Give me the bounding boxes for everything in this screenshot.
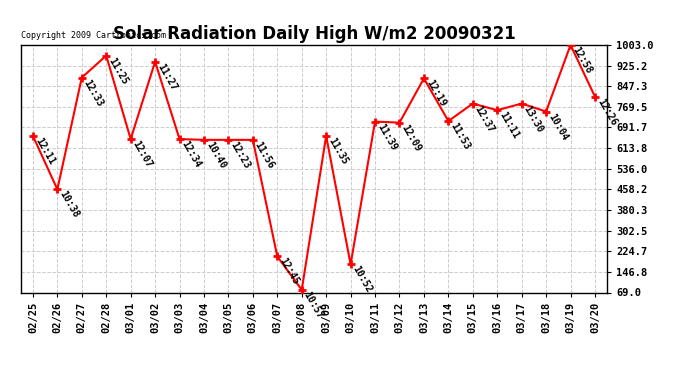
Text: 11:35: 11:35: [326, 136, 350, 166]
Text: 11:27: 11:27: [155, 62, 179, 92]
Text: 10:57: 10:57: [302, 290, 325, 320]
Title: Solar Radiation Daily High W/m2 20090321: Solar Radiation Daily High W/m2 20090321: [112, 26, 515, 44]
Text: 12:34: 12:34: [179, 139, 203, 170]
Text: 13:30: 13:30: [522, 104, 545, 134]
Text: 12:23: 12:23: [228, 140, 252, 170]
Text: 11:56: 11:56: [253, 140, 276, 170]
Text: 12:37: 12:37: [473, 104, 496, 134]
Text: 12:58: 12:58: [571, 45, 594, 75]
Text: 12:19: 12:19: [424, 78, 447, 109]
Text: 11:53: 11:53: [448, 121, 472, 152]
Text: 12:09: 12:09: [400, 123, 423, 153]
Text: 10:52: 10:52: [351, 264, 374, 295]
Text: 10:40: 10:40: [204, 140, 227, 170]
Text: 12:33: 12:33: [82, 78, 105, 108]
Text: Copyright 2009 Cartronics.com: Copyright 2009 Cartronics.com: [21, 31, 166, 40]
Text: 11:11: 11:11: [497, 110, 520, 141]
Text: 10:04: 10:04: [546, 111, 569, 142]
Text: 11:25: 11:25: [106, 56, 130, 86]
Text: 12:45: 12:45: [277, 256, 301, 287]
Text: 10:38: 10:38: [57, 189, 81, 220]
Text: 12:07: 12:07: [130, 139, 154, 170]
Text: 12:11: 12:11: [33, 136, 57, 166]
Text: 12:26: 12:26: [595, 97, 618, 127]
Text: 11:39: 11:39: [375, 122, 398, 152]
